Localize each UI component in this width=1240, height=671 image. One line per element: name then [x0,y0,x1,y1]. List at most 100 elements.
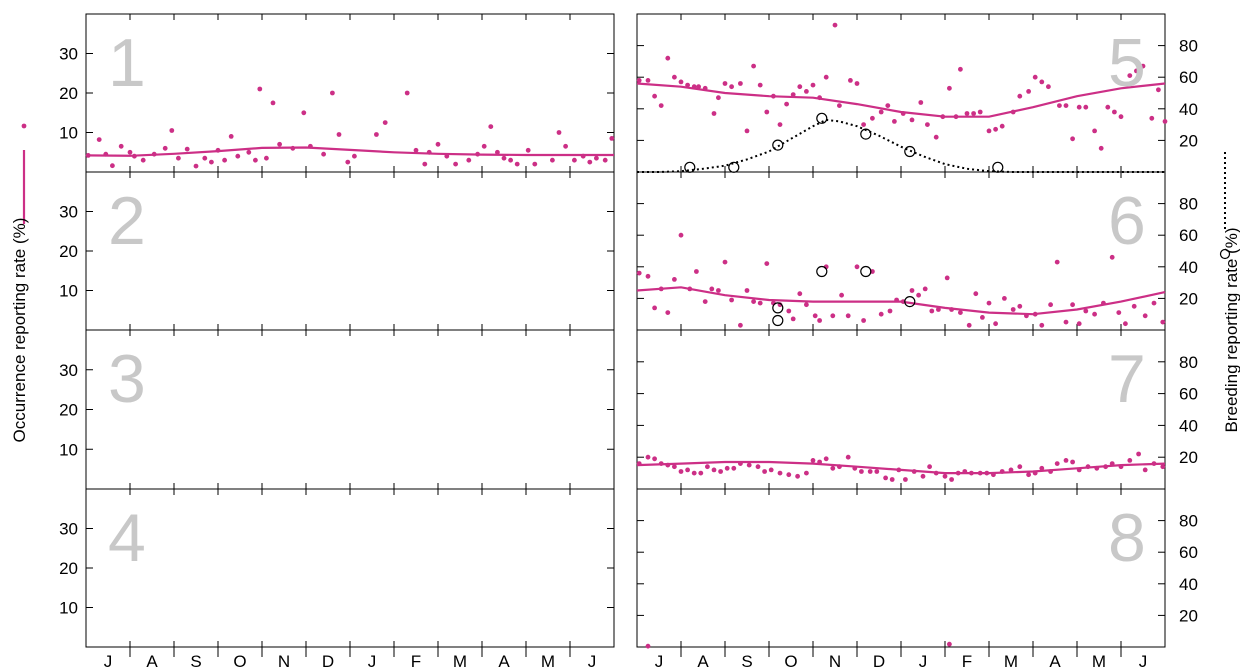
occurrence-point [330,90,335,96]
occurrence-point [209,159,214,165]
occurrence-point [804,470,809,476]
occurrence-point [1151,300,1157,306]
occurrence-point [672,464,677,470]
occurrence-point [804,302,809,308]
occurrence-point [916,292,921,298]
occurrence-point [609,136,615,141]
x-tick-label: F [962,652,972,671]
occurrence-point [132,153,137,159]
occurrence-point [878,109,884,115]
occurrence-point [966,322,972,328]
occurrence-point [724,465,730,471]
occurrence-point [176,155,181,161]
occurrence-point [918,100,924,105]
occurrence-point [1032,311,1038,317]
occurrence-point [922,286,928,292]
occurrence-point [652,93,657,99]
occurrence-point [878,311,884,317]
occurrence-point [1136,451,1141,457]
y-tick-label: 40 [1179,416,1198,435]
occurrence-point [413,147,419,153]
occurrence-point [896,467,902,473]
occurrence-point [652,456,657,462]
occurrence-point [572,157,577,163]
occurrence-point [1105,104,1111,110]
x-tick-label: J [655,652,664,671]
occurrence-point [746,462,752,468]
occurrence-point [678,469,684,474]
occurrence-point [830,313,836,319]
occurrence-point [336,132,342,137]
occurrence-point [1160,319,1166,325]
y-tick-label: 10 [59,282,78,301]
x-tick-label: N [278,652,290,671]
x-tick-label: O [784,652,797,671]
occurrence-point [927,464,932,470]
occurrence-point [685,467,690,473]
occurrence-point [955,470,961,476]
occurrence-point [947,641,952,647]
occurrence-point [1032,74,1038,80]
occurrence-point [894,297,899,303]
occurrence-point [1085,464,1091,470]
occurrence-point [705,464,710,470]
x-tick-label: S [741,652,752,671]
occurrence-point [1017,464,1023,470]
x-tick-label: A [498,652,510,671]
occurrence-point [1094,465,1100,471]
occurrence-point [823,74,829,80]
y-tick-label: 30 [59,361,78,380]
y-tick-label: 10 [59,124,78,143]
occurrence-point [277,141,282,147]
occurrence-point [636,270,642,276]
breeding-point [728,161,740,173]
y-tick-label: 20 [1179,289,1198,308]
occurrence-point [374,132,379,137]
x-tick-label: N [829,652,841,671]
occurrence-point [1098,145,1104,151]
occurrence-point [514,161,520,167]
occurrence-point [738,81,743,86]
occurrence-point [889,477,895,482]
chart-text: 10 20 30 1 10 20 30 2 10 20 30 3 10 20 30 J A S O N D J F M A M J 4… [59,25,1198,671]
occurrence-point [550,157,555,163]
occurrence-point [861,122,866,127]
breeding-point [992,161,1004,173]
y-tick-label: 20 [59,84,78,103]
panel-number-4: 4 [108,500,146,576]
occurrence-point [993,126,998,132]
y-tick-label: 30 [59,520,78,539]
occurrence-point [1070,459,1075,465]
panel-3-frame [85,329,615,490]
x-tick-label: M [1092,652,1106,671]
occurrence-point [887,308,893,314]
occurrence-point [993,321,998,327]
panel-number-5: 5 [1108,25,1146,101]
occurrence-point [933,470,939,476]
occurrence-point [602,157,608,163]
occurrence-point [270,100,276,106]
occurrence-point [1134,68,1139,74]
occurrence-point [151,151,157,157]
occurrence-point [817,459,822,465]
occurrence-point [696,84,701,90]
occurrence-point [702,299,708,304]
occurrence-point [949,307,954,312]
occurrence-point [352,153,357,159]
occurrence-point [1092,311,1097,317]
chart-marks [21,22,1231,649]
occurrence-point [1048,302,1053,308]
occurrence-point [980,315,985,320]
occurrence-point [1008,467,1014,473]
occurrence-point [1039,322,1045,328]
occurrence-point [1123,321,1128,327]
occurrence-point [475,151,480,157]
occurrence-point [944,275,950,281]
occurrence-point [797,291,803,297]
occurrence-point [839,292,844,298]
occurrence-point [587,159,593,165]
occurrence-point [1026,89,1031,94]
occurrence-point [685,82,690,88]
occurrence-point [731,465,737,471]
